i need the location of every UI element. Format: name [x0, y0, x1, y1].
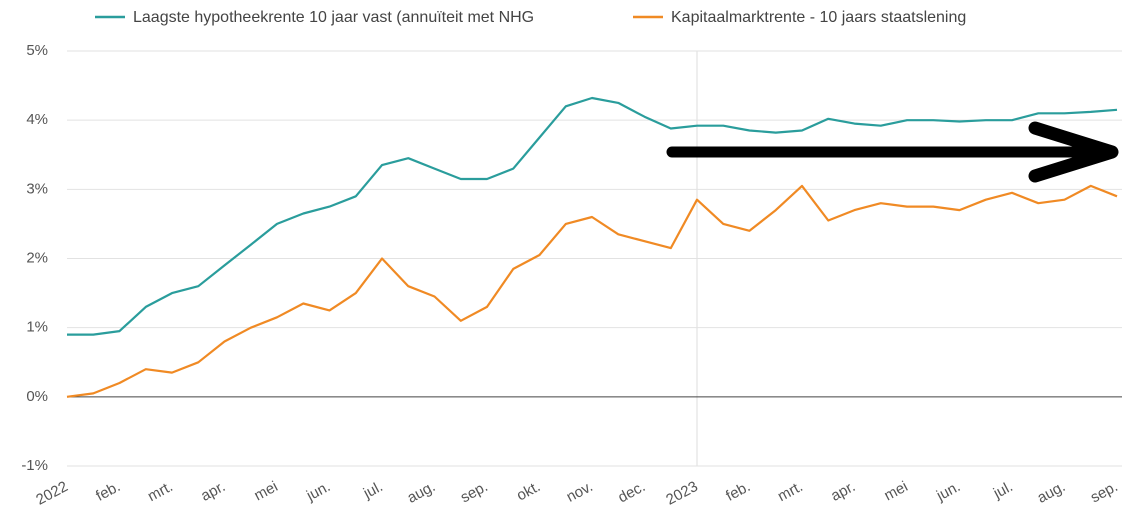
y-tick-label: 3%: [26, 180, 48, 197]
x-tick-label: feb.: [723, 478, 753, 505]
x-tick-label: apr.: [828, 478, 858, 505]
x-tick-label: mrt.: [775, 478, 806, 505]
series-line: [66, 184, 1118, 398]
x-tick-label: mei: [881, 478, 910, 504]
x-tick-label: aug.: [404, 478, 438, 507]
plot: [66, 50, 1122, 467]
x-tick-label: mei: [251, 478, 280, 504]
y-tick-label: 2%: [26, 249, 48, 266]
y-tick-label: 1%: [26, 319, 48, 336]
legend: Laagste hypotheekrente 10 jaar vast (ann…: [95, 9, 966, 26]
x-tick-label: 2022: [33, 478, 70, 509]
y-tick-label: 0%: [26, 388, 48, 405]
x-tick-label: apr.: [198, 478, 228, 505]
legend-label: Laagste hypotheekrente 10 jaar vast (ann…: [133, 9, 534, 26]
x-tick-label: dec.: [615, 478, 648, 506]
x-tick-label: okt.: [514, 478, 543, 504]
legend-label: Kapitaalmarktrente - 10 jaars staatsleni…: [671, 9, 966, 26]
x-tick-label: feb.: [93, 478, 123, 505]
x-tick-label: 2023: [663, 478, 700, 509]
x-tick-label: jun.: [303, 478, 333, 505]
y-tick-label: 4%: [26, 111, 48, 128]
x-tick-label: jul.: [360, 478, 386, 502]
arrow-annotation: [666, 121, 1119, 183]
x-tick-label: jun.: [933, 478, 963, 505]
y-tick-label: -1%: [21, 457, 48, 474]
y-tick-label: 5%: [26, 42, 48, 59]
x-tick-label: sep.: [458, 478, 491, 506]
x-tick-label: mrt.: [145, 478, 176, 505]
x-tick-label: jul.: [990, 478, 1016, 502]
series-line: [67, 96, 1118, 336]
x-tick-label: nov.: [564, 478, 596, 506]
x-tick-label: aug.: [1034, 478, 1068, 507]
x-tick-label: sep.: [1088, 478, 1121, 506]
